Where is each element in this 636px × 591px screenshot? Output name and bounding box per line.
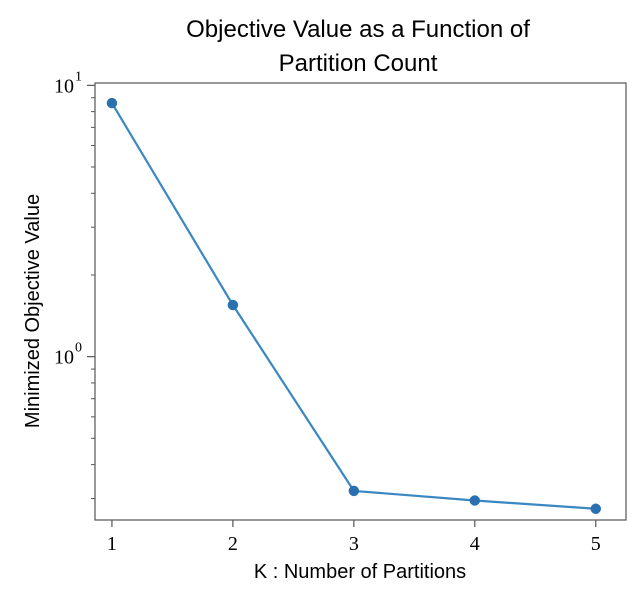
- y-tick-exponent: 1: [75, 69, 82, 84]
- data-point: [106, 97, 118, 109]
- x-axis: 1 2 3 4 5: [107, 520, 601, 555]
- chart-title-line-2: Partition Count: [279, 50, 438, 77]
- x-tick-label: 3: [349, 533, 359, 555]
- y-tick-exponent: 0: [75, 341, 82, 356]
- x-tick-label: 5: [591, 533, 601, 555]
- data-point: [348, 485, 360, 497]
- series-layer: [106, 97, 602, 515]
- data-point: [227, 299, 239, 311]
- x-axis-label: K : Number of Partitions: [254, 561, 466, 583]
- y-axis-label: Minimized Objective Value: [22, 194, 44, 428]
- data-point: [469, 495, 481, 506]
- y-tick-label: 10: [54, 75, 74, 97]
- plot-area-frame: [94, 82, 627, 521]
- x-tick-label: 2: [228, 533, 238, 555]
- data-point: [590, 503, 602, 515]
- y-tick-label: 10: [54, 347, 74, 369]
- x-tick-label: 1: [107, 533, 117, 555]
- x-tick-label: 4: [470, 533, 480, 555]
- chart-title-line-1: Objective Value as a Function of: [186, 16, 530, 43]
